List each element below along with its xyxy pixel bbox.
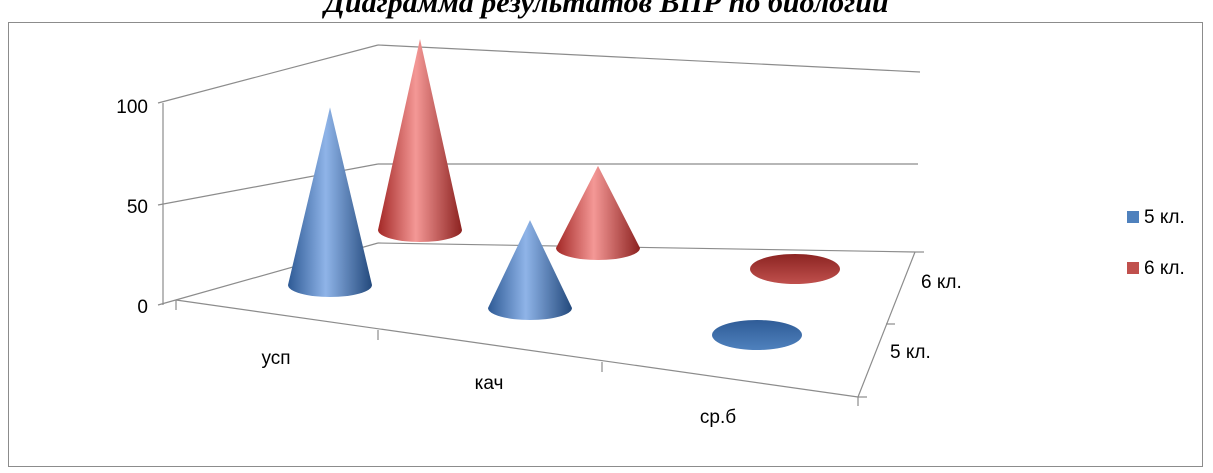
legend-swatch-6kl xyxy=(1127,262,1139,274)
cone-5kl-кач xyxy=(488,220,572,320)
cone-base-flat xyxy=(750,254,840,284)
x-tick-labels: усп кач ср.б xyxy=(261,348,736,428)
cone-6kl-ср.б xyxy=(750,254,840,284)
y-tick-label: 0 xyxy=(137,297,148,318)
gridline-100-left xyxy=(157,44,379,104)
x-tick-label: усп xyxy=(261,348,290,369)
depth-tick-label: 6 кл. xyxy=(921,272,962,293)
cones xyxy=(288,39,840,350)
gridline-0-back xyxy=(377,242,916,253)
x-tick-label: кач xyxy=(475,373,504,394)
cone-5kl-усп xyxy=(288,107,372,298)
x-tick-label: ср.б xyxy=(700,407,736,428)
cone-6kl-кач xyxy=(556,165,640,260)
legend-label: 6 кл. xyxy=(1144,258,1185,279)
cone-6kl-усп xyxy=(378,39,462,242)
cone-body xyxy=(288,107,372,298)
gridline-100-back xyxy=(377,44,921,73)
y-tick-label: 50 xyxy=(127,197,148,218)
x-axis xyxy=(175,299,859,398)
y-tick-label: 100 xyxy=(116,97,148,118)
cone-body xyxy=(556,165,640,260)
cone-base-flat xyxy=(712,320,802,350)
depth-tick-label: 5 кл. xyxy=(890,342,931,363)
legend-label: 5 кл. xyxy=(1144,207,1185,228)
legend-swatch-5kl xyxy=(1127,211,1139,223)
cone-5kl-ср.б xyxy=(712,320,802,350)
chart-title: Диаграмма результатов ВПР по биологии xyxy=(324,0,889,19)
cone-body xyxy=(488,220,572,320)
depth-tick-labels: 5 кл. 6 кл. xyxy=(890,272,962,363)
grid xyxy=(157,44,924,406)
y-tick-labels: 0 50 100 xyxy=(116,97,148,318)
legend: 5 кл. 6 кл. xyxy=(1127,207,1185,279)
chart-frame xyxy=(8,22,1203,467)
cone-body xyxy=(378,39,462,242)
